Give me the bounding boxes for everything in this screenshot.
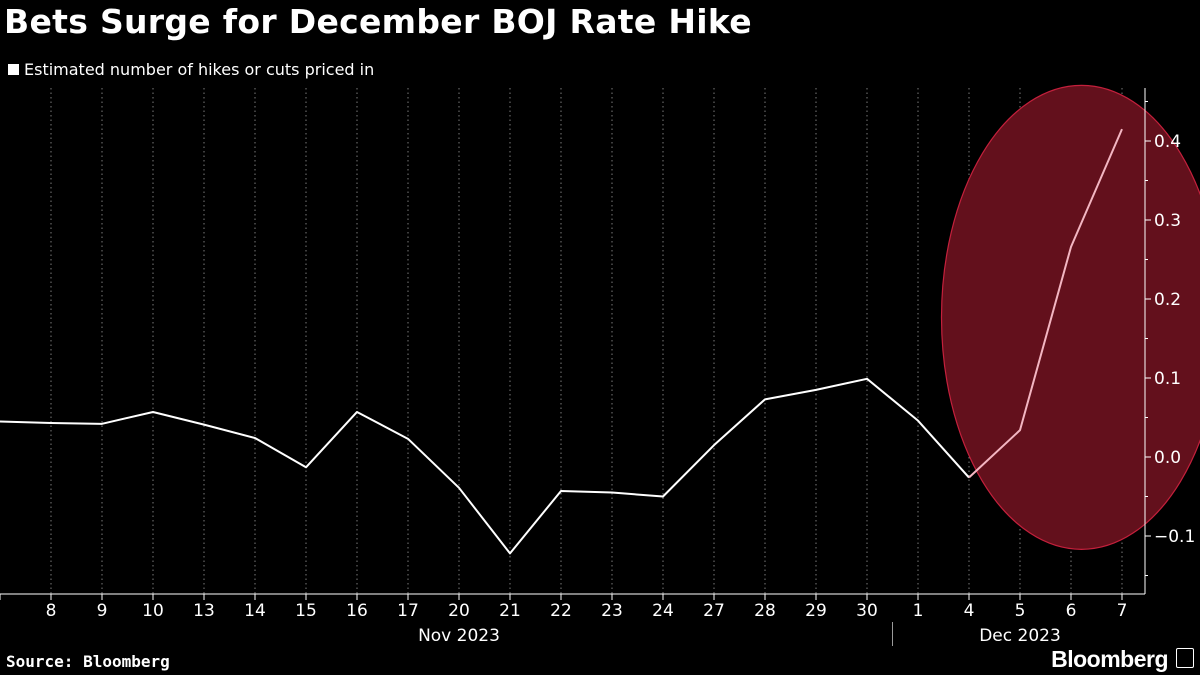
month-label-dec: Dec 2023: [979, 626, 1061, 646]
source-note: Source: Bloomberg: [6, 652, 170, 671]
y-tick-label: 0.2: [1154, 290, 1181, 310]
x-tick-label: 6: [1066, 601, 1077, 621]
month-label-nov: Nov 2023: [418, 626, 500, 646]
x-tick-label: 28: [754, 601, 776, 621]
x-tick-label: 13: [193, 601, 215, 621]
x-tick-label: 16: [346, 601, 368, 621]
x-tick-label: 9: [97, 601, 108, 621]
legend-label: Estimated number of hikes or cuts priced…: [24, 60, 375, 79]
bloomberg-logo: Bloomberg: [1051, 646, 1168, 672]
x-tick-label: 14: [244, 601, 266, 621]
x-tick-label: 17: [397, 601, 419, 621]
chart-title: Bets Surge for December BOJ Rate Hike: [4, 2, 752, 41]
highlight-ellipse: [940, 84, 1200, 550]
x-tick-label: 8: [46, 601, 57, 621]
x-tick-label: 10: [142, 601, 164, 621]
y-tick-label: 0.3: [1154, 211, 1181, 231]
x-tick-label: 27: [703, 601, 725, 621]
x-tick-label: 24: [652, 601, 674, 621]
x-tick-label: 5: [1015, 601, 1026, 621]
y-tick-label: 0.4: [1154, 132, 1181, 152]
legend-swatch: [8, 64, 19, 75]
x-tick-label: 23: [601, 601, 623, 621]
x-tick-label: 20: [448, 601, 470, 621]
x-tick-label: 22: [550, 601, 572, 621]
y-tick-label: −0.1: [1154, 527, 1195, 547]
x-tick-label: 1: [913, 601, 924, 621]
x-tick-label: 29: [805, 601, 827, 621]
y-tick-label: 0.1: [1154, 369, 1181, 389]
legend: Estimated number of hikes or cuts priced…: [8, 60, 374, 79]
x-tick-label: 15: [295, 601, 317, 621]
y-tick-label: 0.0: [1154, 448, 1181, 468]
x-tick-label: 7: [1117, 601, 1128, 621]
series-line: [0, 377, 970, 555]
series-line-highlighted: [968, 128, 1123, 479]
x-tick-label: 21: [499, 601, 521, 621]
x-tick-label: 4: [964, 601, 975, 621]
chart-icon: [1176, 648, 1194, 668]
x-tick-label: 30: [856, 601, 878, 621]
